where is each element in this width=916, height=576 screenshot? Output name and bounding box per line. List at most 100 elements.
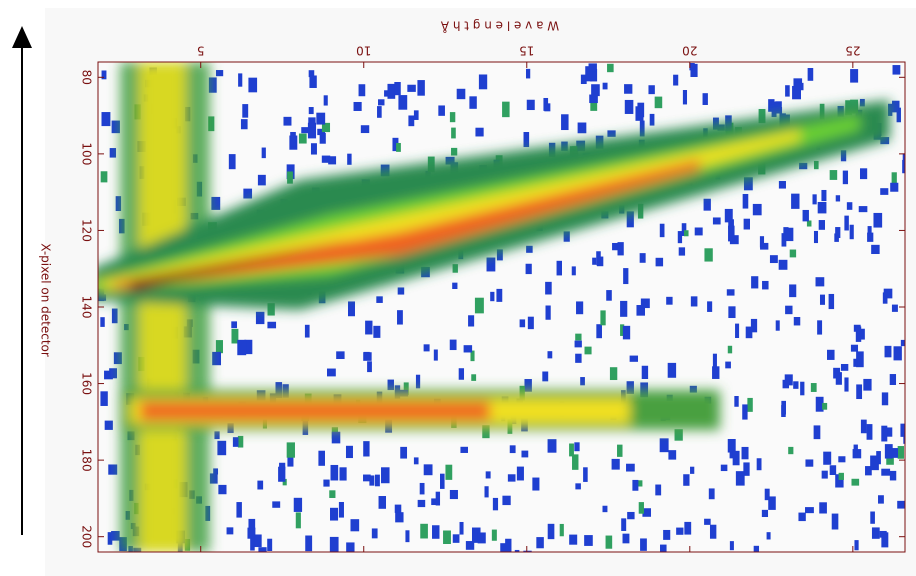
x-tick-label: 15: [519, 44, 534, 58]
speckle: [363, 441, 370, 457]
speckle: [880, 188, 889, 195]
speckle: [793, 316, 801, 326]
speckle: [640, 538, 647, 551]
speckle: [226, 527, 234, 535]
speckle: [228, 154, 236, 170]
speckle: [111, 308, 118, 324]
speckle: [272, 501, 281, 508]
speckle: [502, 101, 510, 118]
speckle: [492, 497, 499, 511]
speckle: [743, 177, 753, 191]
speckle: [635, 106, 644, 121]
speckle: [101, 70, 107, 80]
speckle: [396, 142, 401, 152]
speckle: [107, 532, 113, 545]
speckle: [690, 466, 695, 474]
speckle: [484, 486, 489, 498]
speckle: [831, 513, 839, 530]
speckle: [624, 99, 634, 114]
speckle: [465, 541, 475, 550]
speckle: [605, 535, 613, 549]
speckle: [420, 523, 428, 539]
speckle: [574, 442, 580, 452]
speckle: [575, 353, 582, 363]
speckle: [267, 538, 273, 551]
speckle: [445, 464, 453, 480]
speckle: [318, 450, 325, 466]
speckle: [840, 363, 849, 371]
speckle: [602, 82, 608, 90]
speckle: [417, 499, 426, 508]
speckle: [470, 350, 475, 362]
speckle: [108, 464, 118, 475]
speckle: [684, 230, 689, 237]
speckle: [683, 474, 690, 486]
speckle: [451, 127, 456, 139]
speckle: [794, 82, 804, 91]
speckle: [712, 217, 721, 225]
speckle: [308, 70, 315, 78]
speckle: [100, 317, 105, 327]
speckle: [283, 116, 292, 126]
speckle: [743, 462, 750, 476]
speckle: [591, 84, 600, 97]
speckle: [805, 459, 814, 467]
speckle: [789, 249, 797, 258]
speckle: [663, 529, 671, 540]
speckle: [785, 85, 790, 97]
speckle: [505, 538, 512, 552]
speckle: [321, 122, 331, 133]
speckle: [583, 467, 588, 482]
speckle: [769, 255, 778, 264]
speckle: [636, 305, 645, 316]
speckle: [282, 478, 287, 486]
speckle: [858, 206, 868, 213]
speckle: [592, 257, 597, 265]
speckle: [785, 227, 794, 242]
speckle: [458, 368, 465, 380]
speckle: [400, 446, 408, 459]
speckle: [248, 518, 256, 530]
speckle: [607, 130, 616, 137]
speckle: [617, 242, 624, 256]
speckle: [622, 325, 631, 340]
speckle: [760, 242, 769, 250]
speckle: [844, 377, 849, 392]
speckle: [728, 306, 736, 319]
speckle: [456, 88, 466, 100]
speckle: [237, 435, 244, 448]
speckle: [417, 80, 425, 96]
speckle: [574, 340, 582, 348]
speckle: [829, 465, 837, 476]
speckle: [881, 425, 888, 442]
speckle: [891, 304, 898, 312]
x-tick-label: 5: [197, 44, 205, 58]
speckle: [475, 127, 484, 137]
speckle: [329, 536, 339, 552]
speckle: [514, 549, 520, 552]
speckle: [381, 467, 390, 484]
speckle: [833, 367, 841, 379]
speckle: [580, 74, 587, 85]
speckle: [727, 438, 736, 453]
speckle: [639, 253, 646, 263]
speckle: [561, 114, 569, 131]
speckle: [676, 527, 684, 535]
speckle: [387, 83, 396, 99]
speckle: [624, 84, 633, 94]
speckle: [725, 361, 731, 369]
speckle: [612, 242, 620, 251]
speckle: [707, 301, 713, 312]
speckle: [759, 236, 765, 248]
speckle: [798, 512, 806, 522]
speckle: [257, 174, 266, 186]
x-tick-label: 20: [682, 44, 697, 58]
y-tick-label: 80: [80, 70, 94, 85]
speckle: [788, 446, 794, 455]
speckle: [433, 349, 438, 361]
speckle: [100, 391, 108, 406]
speckle: [397, 310, 403, 325]
speckle: [111, 531, 120, 541]
speckle: [575, 333, 582, 341]
